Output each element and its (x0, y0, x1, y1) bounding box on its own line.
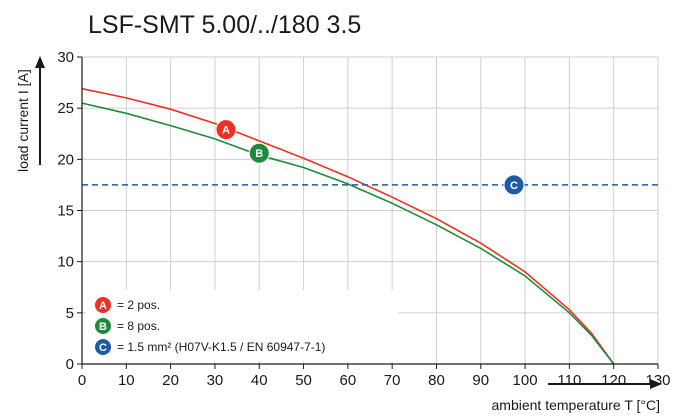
x-tick-label: 40 (251, 372, 268, 389)
marker-A-label: A (222, 125, 230, 137)
y-tick-label: 5 (66, 305, 74, 322)
y-tick-label: 30 (57, 49, 74, 66)
y-tick-label: 0 (66, 356, 74, 373)
x-tick-label: 20 (162, 372, 179, 389)
marker-B-circle (248, 142, 270, 164)
series-markers: A B C (215, 119, 525, 196)
chart-title: LSF-SMT 5.00/../180 3.5 (88, 11, 361, 39)
series-lines (81, 87, 658, 365)
legend-entry-B: = 8 pos. (117, 319, 160, 333)
y-tick-label: 20 (57, 151, 74, 168)
x-tick-label: 80 (428, 372, 445, 389)
x-tick-label: 110 (557, 372, 581, 389)
legend-marker-label-C: C (99, 342, 107, 354)
series-line-A (81, 87, 615, 365)
x-tick-label: 130 (645, 372, 670, 389)
x-axis-label: ambient temperature T [°C] (492, 397, 661, 413)
marker-C-circle (503, 174, 525, 196)
series-line-B (81, 102, 615, 365)
legend-marker-label-A: A (99, 300, 107, 312)
y-tick-label: 10 (57, 254, 74, 271)
x-tick-label: 50 (295, 372, 312, 389)
legend-marker-A (95, 297, 111, 313)
y-axis-label: load current I [A] (15, 69, 31, 172)
x-tick-label: 10 (118, 372, 135, 389)
legend-marker-label-B: B (99, 321, 107, 333)
legend: A = 2 pos. B = 8 pos. C = 1.5 mm² (H07V-K1.5 … (95, 297, 325, 355)
x-tick-label: 120 (601, 372, 626, 389)
marker-B-label: B (255, 148, 263, 160)
y-tick-label: 15 (57, 203, 74, 220)
axes (35, 56, 662, 389)
x-axis-arrow-head (650, 379, 662, 389)
legend-entry-C: = 1.5 mm² (H07V-K1.5 / EN 60947-7-1) (117, 340, 325, 354)
x-tick-label: 100 (513, 372, 538, 389)
x-tick-label: 70 (384, 372, 401, 389)
y-axis-arrow-head (35, 56, 45, 68)
legend-marker-B (95, 318, 111, 334)
legend-entry-A: = 2 pos. (117, 298, 160, 312)
marker-C-label: C (510, 180, 518, 192)
marker-A-circle (215, 119, 237, 141)
x-tick-label: 90 (472, 372, 489, 389)
x-tick-label: 0 (78, 372, 86, 389)
tick-labels: 0 10 20 30 40 50 60 70 80 90 100 110 120 130 0 5 10 15 20 2… (57, 49, 670, 389)
y-tick-label: 25 (57, 100, 74, 117)
legend-background (86, 290, 398, 361)
x-tick-label: 30 (207, 372, 224, 389)
x-tick-label: 60 (340, 372, 357, 389)
legend-marker-C (95, 339, 111, 355)
